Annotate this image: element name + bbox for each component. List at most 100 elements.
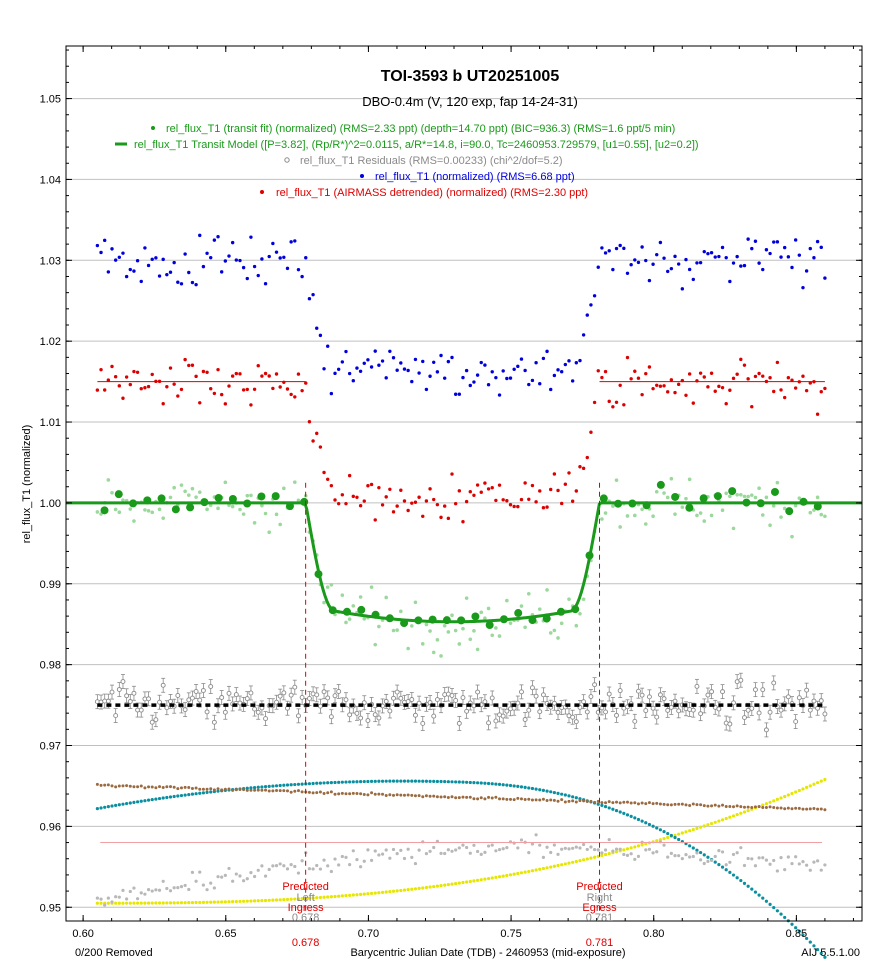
- width-point: [490, 796, 494, 800]
- width-point: [468, 795, 472, 799]
- detrended-point: [508, 503, 513, 507]
- airmass-point: [633, 845, 637, 849]
- detrended-point: [563, 482, 568, 486]
- normalized-point: [684, 257, 688, 262]
- gray-point: [366, 848, 370, 852]
- sky-point: [618, 810, 622, 814]
- gray-point: [373, 849, 377, 853]
- airmass-point: [662, 836, 666, 841]
- egress-label-egress: Egress: [582, 902, 617, 914]
- residual-point: [193, 689, 199, 694]
- width-point: [487, 795, 491, 799]
- normalized-point: [446, 359, 451, 364]
- normalized-point: [417, 371, 421, 375]
- fit-point: [618, 525, 622, 529]
- normalized-series: [95, 233, 827, 524]
- fit-point: [143, 508, 147, 512]
- gray-point: [457, 846, 461, 850]
- width-point: [260, 788, 264, 792]
- detrended-point: [399, 488, 403, 492]
- airmass-point: [768, 800, 772, 804]
- normalized-point: [497, 393, 502, 397]
- detrended-point: [724, 402, 728, 406]
- detrended-point: [779, 388, 783, 392]
- residual-point: [537, 709, 543, 715]
- detrended-point: [589, 430, 593, 434]
- airmass-point: [446, 883, 450, 887]
- gray-point: [680, 857, 684, 861]
- sky-point: [629, 814, 633, 818]
- detrended-point: [311, 439, 315, 443]
- residual-point: [219, 695, 225, 700]
- width-point: [710, 804, 714, 808]
- width-point: [728, 804, 732, 808]
- fit-point: [537, 607, 542, 611]
- normalized-point: [658, 240, 663, 245]
- fit-point: [424, 622, 429, 627]
- airmass-point: [494, 875, 498, 879]
- fit-point: [479, 610, 484, 615]
- sky-point: [483, 781, 487, 785]
- residual-point: [372, 712, 378, 718]
- normalized-point: [274, 250, 279, 254]
- detrended-point: [757, 371, 761, 376]
- airmass-point: [402, 888, 407, 892]
- fit-binned-point: [214, 493, 223, 502]
- airmass-point: [172, 901, 176, 905]
- airmass-point: [282, 898, 286, 902]
- normalized-point: [505, 376, 509, 381]
- residual-point: [325, 695, 331, 701]
- width-point: [816, 807, 820, 811]
- width-point: [351, 791, 355, 795]
- sky-point: [490, 782, 494, 786]
- gray-point: [724, 863, 728, 867]
- width-point: [421, 795, 425, 799]
- normalized-point: [570, 379, 575, 383]
- airmass-point: [556, 863, 560, 868]
- width-point: [702, 804, 706, 808]
- airmass-point: [574, 859, 578, 864]
- width-point: [629, 801, 633, 805]
- sky-point: [271, 784, 275, 788]
- normalized-point: [768, 251, 772, 256]
- residual-point: [646, 694, 652, 700]
- sky-point: [567, 794, 571, 798]
- residual-point: [720, 689, 725, 695]
- sky-point: [406, 779, 410, 783]
- fit-point: [600, 517, 604, 521]
- width-point: [256, 788, 260, 792]
- airmass-point: [622, 848, 626, 852]
- residual-point: [676, 708, 682, 714]
- width-point: [245, 788, 249, 792]
- fit-point: [603, 511, 608, 515]
- airmass-point: [417, 886, 421, 890]
- airmass-point: [157, 901, 162, 905]
- normalized-point: [373, 349, 377, 353]
- detrended-point: [424, 499, 429, 503]
- residual-point: [749, 705, 755, 711]
- width-point: [797, 806, 801, 810]
- airmass-point: [746, 809, 750, 813]
- normalized-point: [234, 258, 239, 262]
- fit-point: [669, 476, 674, 481]
- sky-point: [161, 796, 165, 800]
- airmass-point: [245, 899, 249, 903]
- width-point: [691, 802, 695, 806]
- detrended-point: [746, 377, 750, 381]
- residual-point: [365, 718, 371, 723]
- residual-point: [398, 695, 404, 701]
- airmass-point: [790, 791, 794, 796]
- sky-point: [307, 782, 312, 786]
- sky-point: [337, 780, 341, 784]
- airmass-point: [143, 901, 147, 905]
- width-point: [684, 803, 688, 807]
- fit-binned-point: [171, 505, 180, 514]
- gray-point: [293, 864, 297, 869]
- gray-point: [592, 847, 597, 852]
- residual-point: [321, 689, 327, 695]
- fit-point: [662, 491, 666, 495]
- normalized-point: [647, 278, 652, 283]
- fit-binned-point: [228, 494, 237, 503]
- detrended-point: [143, 386, 147, 390]
- fit-binned-point: [514, 609, 523, 618]
